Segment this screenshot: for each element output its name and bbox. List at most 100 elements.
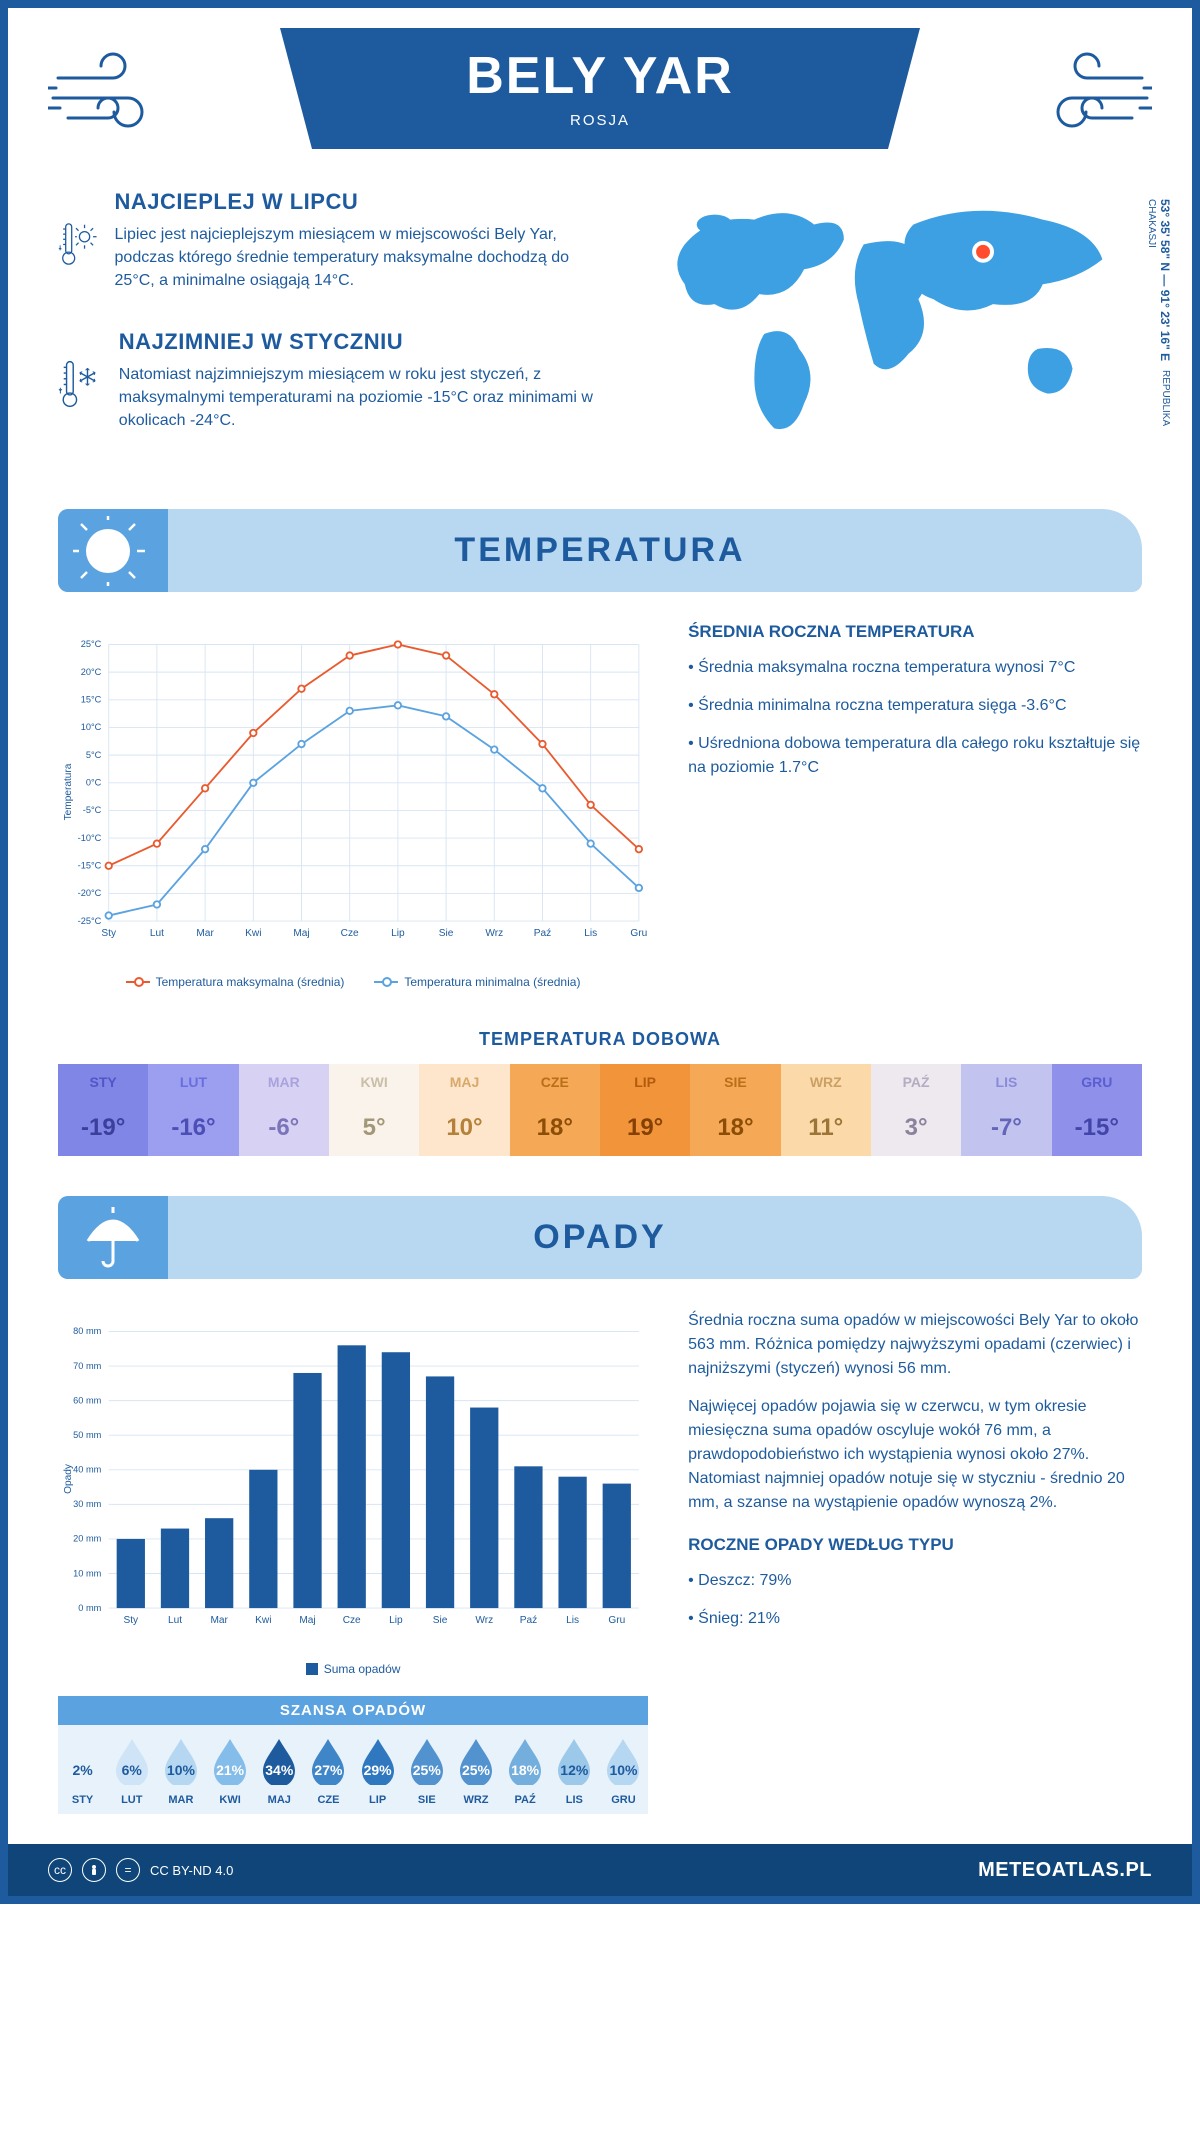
svg-text:Maj: Maj bbox=[293, 928, 309, 939]
daily-cell: SIE 18° bbox=[690, 1064, 780, 1156]
svg-text:-20°C: -20°C bbox=[78, 888, 102, 898]
precip-chance-cell: 2% STY bbox=[58, 1737, 107, 1806]
svg-text:Lut: Lut bbox=[168, 1615, 182, 1626]
temperature-line-chart: -25°C-20°C-15°C-10°C-5°C0°C5°C10°C15°C20… bbox=[58, 622, 648, 989]
svg-text:25°C: 25°C bbox=[81, 639, 102, 649]
svg-text:10 mm: 10 mm bbox=[73, 1568, 101, 1578]
wind-icon bbox=[48, 48, 188, 138]
svg-text:5°C: 5°C bbox=[86, 750, 102, 760]
precip-paragraph: Średnia roczna suma opadów w miejscowośc… bbox=[688, 1309, 1142, 1381]
precip-chance-cell: 29% LIP bbox=[353, 1737, 402, 1806]
thermometer-sun-icon bbox=[58, 189, 97, 299]
svg-text:Sie: Sie bbox=[433, 1615, 448, 1626]
site-brand: METEOATLAS.PL bbox=[978, 1859, 1152, 1882]
precip-type-bullet: Śnieg: 21% bbox=[688, 1607, 1142, 1631]
precip-chance-cell: 25% WRZ bbox=[451, 1737, 500, 1806]
temp-bullet: Uśredniona dobowa temperatura dla całego… bbox=[688, 732, 1142, 780]
daily-cell: WRZ 11° bbox=[781, 1064, 871, 1156]
precip-chance-cell: 10% GRU bbox=[599, 1737, 648, 1806]
precip-chance-cell: 21% KWI bbox=[206, 1737, 255, 1806]
svg-text:Lut: Lut bbox=[150, 928, 164, 939]
daily-cell: CZE 18° bbox=[510, 1064, 600, 1156]
cc-icon: cc bbox=[48, 1858, 72, 1882]
svg-text:Kwi: Kwi bbox=[255, 1615, 271, 1626]
coldest-text: Natomiast najzimniejszym miesiącem w rok… bbox=[119, 363, 605, 433]
svg-text:Lis: Lis bbox=[584, 928, 597, 939]
svg-text:70 mm: 70 mm bbox=[73, 1361, 101, 1371]
svg-text:Cze: Cze bbox=[341, 928, 359, 939]
svg-text:0 mm: 0 mm bbox=[78, 1603, 101, 1613]
daily-cell: LIS -7° bbox=[961, 1064, 1051, 1156]
svg-text:Lis: Lis bbox=[566, 1615, 579, 1626]
coldest-block: NAJZIMNIEJ W STYCZNIU Natomiast najzimni… bbox=[58, 329, 605, 439]
daily-temp-table: STY -19° LUT -16° MAR -6° KWI 5° MAJ 10°… bbox=[58, 1064, 1142, 1156]
svg-text:Cze: Cze bbox=[343, 1615, 361, 1626]
legend-tmax: Temperatura maksymalna (średnia) bbox=[126, 975, 345, 989]
nd-icon: = bbox=[116, 1858, 140, 1882]
precipitation-bar-chart: 0 mm10 mm20 mm30 mm40 mm50 mm60 mm70 mm8… bbox=[58, 1309, 648, 1676]
precip-chance-cell: 27% CZE bbox=[304, 1737, 353, 1806]
precip-chance-cell: 10% MAR bbox=[156, 1737, 205, 1806]
daily-cell: MAJ 10° bbox=[419, 1064, 509, 1156]
svg-text:Mar: Mar bbox=[210, 1615, 228, 1626]
precip-type-title: ROCZNE OPADY WEDŁUG TYPU bbox=[688, 1535, 1142, 1555]
svg-text:Sty: Sty bbox=[123, 1615, 139, 1626]
daily-cell: KWI 5° bbox=[329, 1064, 419, 1156]
temp-bullet: Średnia maksymalna roczna temperatura wy… bbox=[688, 656, 1142, 680]
country-label: ROSJA bbox=[360, 112, 840, 129]
svg-text:60 mm: 60 mm bbox=[73, 1395, 101, 1405]
svg-text:Maj: Maj bbox=[299, 1615, 315, 1626]
svg-text:Lip: Lip bbox=[389, 1615, 403, 1626]
sun-icon bbox=[73, 516, 153, 586]
page-footer: cc = CC BY-ND 4.0 METEOATLAS.PL bbox=[8, 1844, 1192, 1896]
svg-text:Paź: Paź bbox=[520, 1615, 537, 1626]
precip-chance-panel: SZANSA OPADÓW 2% STY 6% LUT 10% MAR 21% … bbox=[58, 1696, 648, 1814]
umbrella-icon bbox=[73, 1203, 153, 1273]
svg-text:10°C: 10°C bbox=[81, 722, 102, 732]
daily-cell: GRU -15° bbox=[1052, 1064, 1142, 1156]
svg-text:50 mm: 50 mm bbox=[73, 1430, 101, 1440]
precip-chance-cell: 6% LUT bbox=[107, 1737, 156, 1806]
daily-cell: MAR -6° bbox=[239, 1064, 329, 1156]
svg-text:Gru: Gru bbox=[630, 928, 647, 939]
svg-text:20°C: 20°C bbox=[81, 667, 102, 677]
svg-text:Gru: Gru bbox=[608, 1615, 625, 1626]
license-text: CC BY-ND 4.0 bbox=[150, 1863, 233, 1878]
daily-cell: LUT -16° bbox=[148, 1064, 238, 1156]
precip-paragraph: Najwięcej opadów pojawia się w czerwcu, … bbox=[688, 1395, 1142, 1515]
warmest-block: NAJCIEPLEJ W LIPCU Lipiec jest najcieple… bbox=[58, 189, 605, 299]
temp-section-header: TEMPERATURA bbox=[58, 509, 1142, 592]
warmest-text: Lipiec jest najcieplejszym miesiącem w m… bbox=[115, 223, 605, 293]
svg-text:-25°C: -25°C bbox=[78, 916, 102, 926]
coldest-title: NAJZIMNIEJ W STYCZNIU bbox=[119, 329, 605, 355]
legend-precip: Suma opadów bbox=[306, 1662, 401, 1676]
precip-chance-title: SZANSA OPADÓW bbox=[58, 1696, 648, 1725]
precip-chance-cell: 18% PAŹ bbox=[501, 1737, 550, 1806]
temp-header-text: TEMPERATURA bbox=[58, 531, 1142, 570]
precip-chance-cell: 34% MAJ bbox=[255, 1737, 304, 1806]
svg-text:-5°C: -5°C bbox=[83, 805, 102, 815]
precip-section-header: OPADY bbox=[58, 1196, 1142, 1279]
svg-text:Paź: Paź bbox=[534, 928, 551, 939]
svg-text:Opady: Opady bbox=[63, 1463, 74, 1494]
coords-text: 53° 35' 58" N — 91° 23' 16" E bbox=[1158, 199, 1172, 361]
warmest-title: NAJCIEPLEJ W LIPCU bbox=[115, 189, 605, 215]
precip-chance-cell: 12% LIS bbox=[550, 1737, 599, 1806]
temp-bullet: Średnia minimalna roczna temperatura się… bbox=[688, 694, 1142, 718]
svg-text:-10°C: -10°C bbox=[78, 833, 102, 843]
legend-tmin: Temperatura minimalna (średnia) bbox=[374, 975, 580, 989]
svg-text:Sie: Sie bbox=[439, 928, 454, 939]
daily-cell: STY -19° bbox=[58, 1064, 148, 1156]
svg-text:80 mm: 80 mm bbox=[73, 1326, 101, 1336]
daily-cell: PAŹ 3° bbox=[871, 1064, 961, 1156]
world-map: 53° 35' 58" N — 91° 23' 16" E REPUBLIKA … bbox=[645, 189, 1142, 469]
svg-text:20 mm: 20 mm bbox=[73, 1534, 101, 1544]
svg-text:40 mm: 40 mm bbox=[73, 1465, 101, 1475]
daily-temp-title: TEMPERATURA DOBOWA bbox=[8, 1029, 1192, 1050]
svg-text:Kwi: Kwi bbox=[245, 928, 261, 939]
svg-text:Sty: Sty bbox=[101, 928, 117, 939]
svg-text:Mar: Mar bbox=[196, 928, 214, 939]
svg-text:Wrz: Wrz bbox=[485, 928, 503, 939]
location-title: BELY YAR bbox=[360, 46, 840, 106]
by-icon bbox=[82, 1858, 106, 1882]
